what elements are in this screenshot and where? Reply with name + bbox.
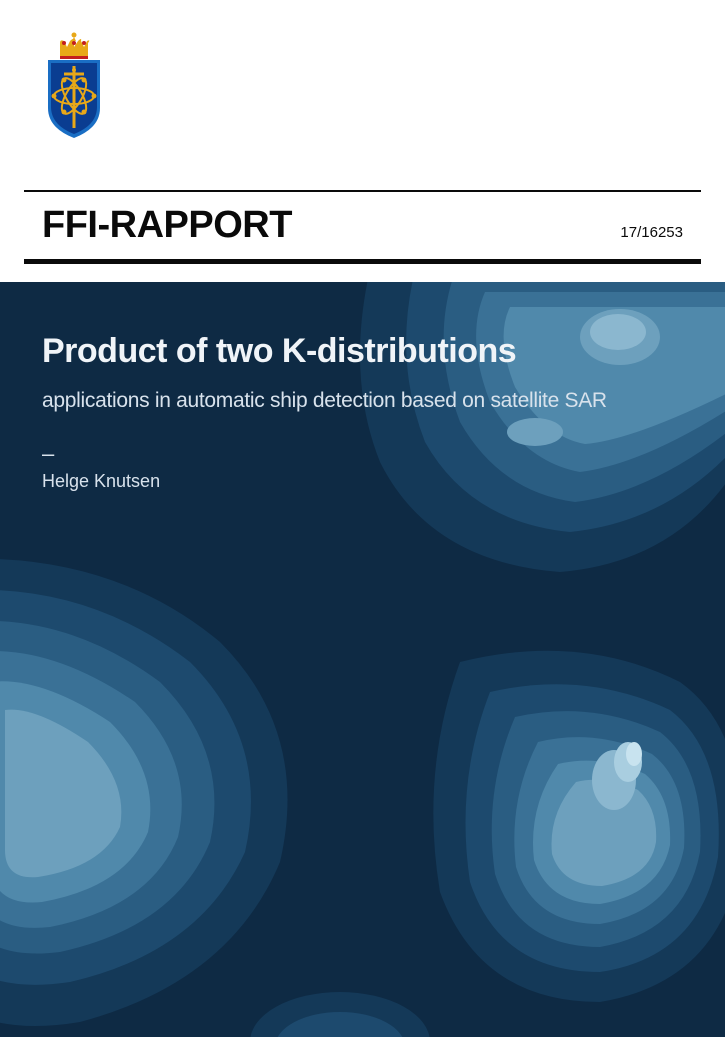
header-section: FFI-RAPPORT 17/16253: [0, 0, 725, 264]
crown-icon: [60, 33, 89, 60]
title-bar: FFI-RAPPORT 17/16253: [24, 190, 701, 264]
report-number: 17/16253: [620, 224, 683, 241]
main-title: Product of two K-distributions: [42, 332, 683, 371]
author-name: Helge Knutsen: [42, 471, 683, 492]
ffi-logo: [42, 30, 106, 140]
report-label: FFI-RAPPORT: [42, 204, 292, 247]
subtitle: applications in automatic ship detection…: [42, 389, 683, 413]
cover-section: Product of two K-distributions applicati…: [0, 282, 725, 1037]
shield-icon: [48, 60, 100, 138]
contour-blob-bottom-right: [433, 651, 725, 1002]
logo-svg: [42, 30, 106, 140]
cover-content: Product of two K-distributions applicati…: [0, 282, 725, 542]
separator-dash: –: [42, 441, 683, 467]
